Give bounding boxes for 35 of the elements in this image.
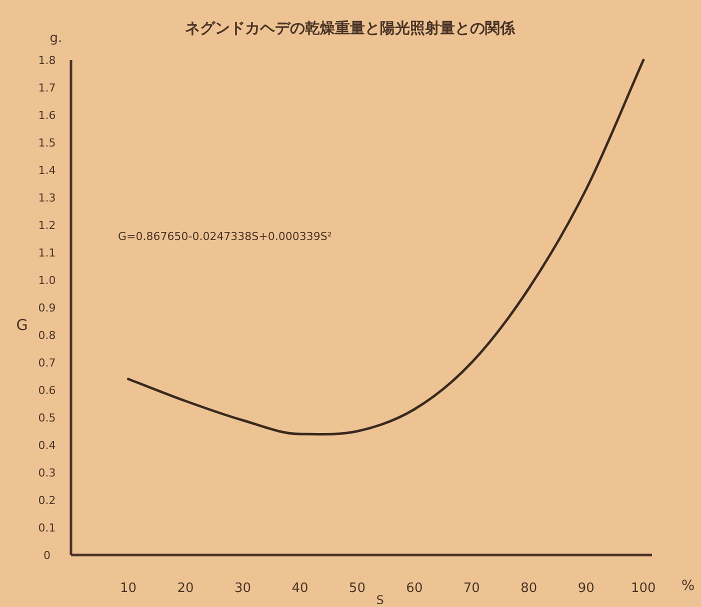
x-tick-label: 10 xyxy=(120,581,137,596)
y-tick-label: 0 xyxy=(44,549,50,562)
x-tick-label: 100 xyxy=(631,581,656,596)
y-tick-label: 1.3 xyxy=(38,192,56,204)
y-tick-label: 0.6 xyxy=(38,384,56,397)
x-tick-label: 90 xyxy=(578,581,594,596)
y-tick-label: 1.7 xyxy=(38,82,56,94)
y-tick-label: 0.2 xyxy=(38,494,56,507)
y-tick-label: 0.5 xyxy=(38,412,56,424)
y-tick-label: 1.8 xyxy=(38,54,56,67)
y-tick-label: 1.6 xyxy=(38,109,56,122)
y-tick-label: 0.8 xyxy=(38,329,56,342)
y-tick-label: 1.4 xyxy=(38,164,56,177)
y-axis-title: G xyxy=(16,316,28,334)
y-tick-label: 1.0 xyxy=(38,274,56,287)
x-tick-label: 30 xyxy=(234,581,251,596)
x-tick-label: 20 xyxy=(177,581,194,596)
x-tick-label: 70 xyxy=(463,581,480,596)
x-tick-label: 40 xyxy=(292,581,308,596)
chart-title: ネグンドカヘデの乾燥重量と陽光照射量との関係 xyxy=(185,19,516,37)
x-axis-title: S xyxy=(376,593,384,607)
y-tick-label: 0.1 xyxy=(38,522,56,534)
text: g. xyxy=(50,31,62,46)
y-tick-label: 0.3 xyxy=(38,466,56,480)
y-tick-label: 0.9 xyxy=(38,302,56,314)
text: % xyxy=(681,578,695,594)
y-tick-label: 1.5 xyxy=(38,136,56,150)
y-tick-label: 1.1 xyxy=(38,246,56,260)
x-tick-label: 50 xyxy=(348,581,366,596)
x-tick-label: 80 xyxy=(520,581,538,596)
y-tick-label: 0.7 xyxy=(38,356,56,370)
y-tick-label: 0.4 xyxy=(38,439,56,452)
x-tick-label: 60 xyxy=(406,581,423,596)
y-tick-label: 1.2 xyxy=(38,219,56,232)
annotation: G=0.867650-0.0247338S+0.000339S² xyxy=(118,230,332,243)
